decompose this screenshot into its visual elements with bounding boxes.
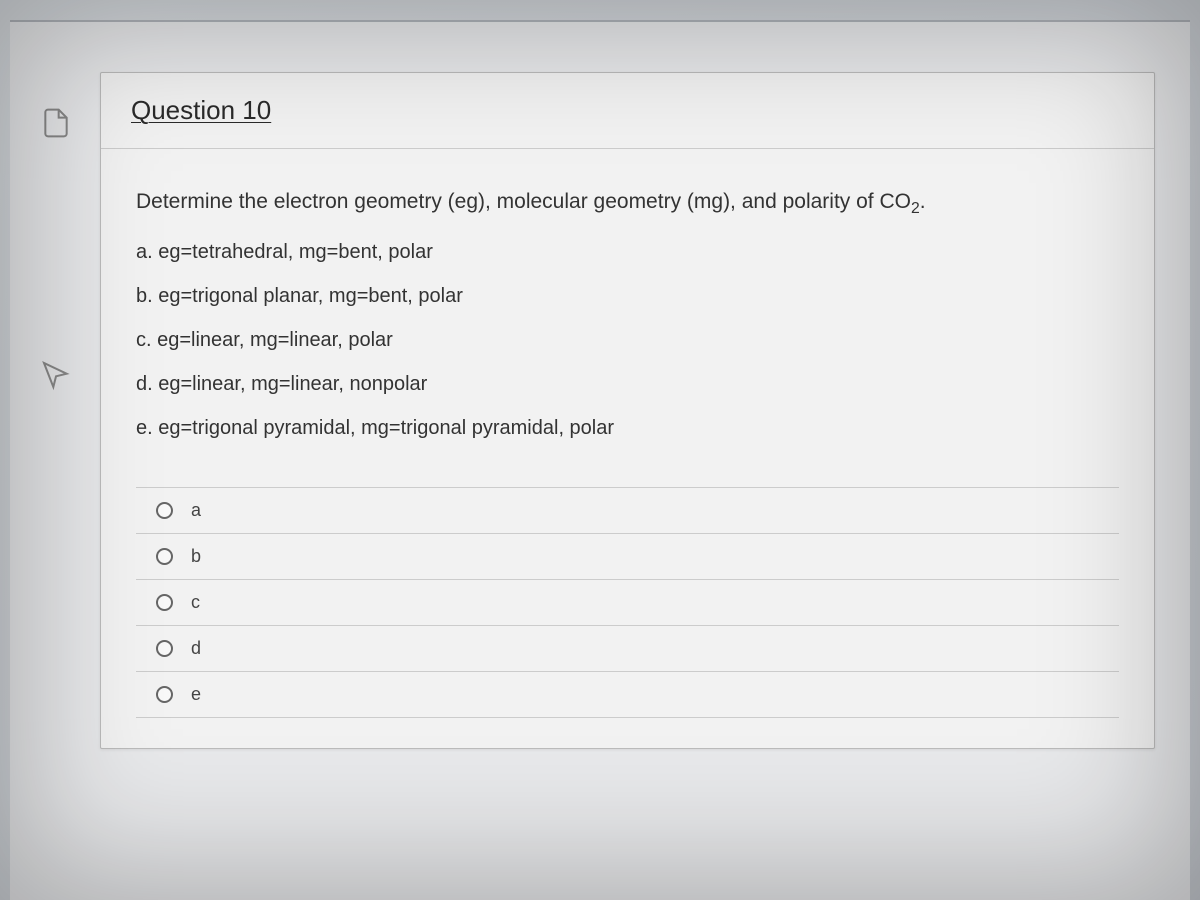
document-icon xyxy=(40,107,72,139)
answer-row-a[interactable]: a xyxy=(136,488,1119,534)
answer-label-e: e xyxy=(191,684,201,705)
answer-label-b: b xyxy=(191,546,201,567)
option-c-text: c. eg=linear, mg=linear, polar xyxy=(136,326,1119,354)
option-b-text: b. eg=trigonal planar, mg=bent, polar xyxy=(136,282,1119,310)
question-title: Question 10 xyxy=(131,95,1124,126)
question-body: Determine the electron geometry (eg), mo… xyxy=(101,149,1154,748)
side-icon-column xyxy=(40,107,72,391)
question-header: Question 10 xyxy=(101,73,1154,149)
radio-c[interactable] xyxy=(156,594,173,611)
prompt-text-pre: Determine the electron geometry (eg), mo… xyxy=(136,190,911,213)
answer-label-d: d xyxy=(191,638,201,659)
option-e-text: e. eg=trigonal pyramidal, mg=trigonal py… xyxy=(136,414,1119,442)
answer-row-e[interactable]: e xyxy=(136,672,1119,718)
option-a-text: a. eg=tetrahedral, mg=bent, polar xyxy=(136,238,1119,266)
answer-row-d[interactable]: d xyxy=(136,626,1119,672)
radio-a[interactable] xyxy=(156,502,173,519)
answer-label-c: c xyxy=(191,592,200,613)
answer-row-b[interactable]: b xyxy=(136,534,1119,580)
question-card: Question 10 Determine the electron geome… xyxy=(100,72,1155,749)
option-d-text: d. eg=linear, mg=linear, nonpolar xyxy=(136,370,1119,398)
prompt-subscript: 2 xyxy=(911,200,920,217)
page-container: Question 10 Determine the electron geome… xyxy=(10,20,1190,900)
answer-table: a b c d e xyxy=(136,487,1119,718)
cursor-icon xyxy=(40,359,72,391)
radio-d[interactable] xyxy=(156,640,173,657)
radio-e[interactable] xyxy=(156,686,173,703)
radio-b[interactable] xyxy=(156,548,173,565)
answer-label-a: a xyxy=(191,500,201,521)
prompt-text-post: . xyxy=(920,190,926,213)
answer-row-c[interactable]: c xyxy=(136,580,1119,626)
question-prompt: Determine the electron geometry (eg), mo… xyxy=(136,187,1119,216)
